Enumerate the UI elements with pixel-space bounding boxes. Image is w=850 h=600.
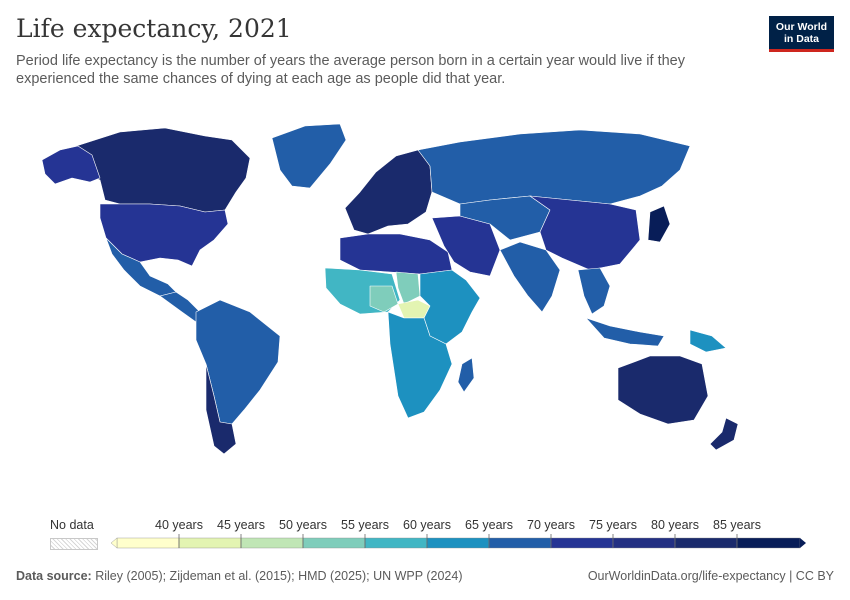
region-south-asia[interactable]: South Asia — [499, 241, 561, 313]
legend-tick-label: 80 years — [651, 518, 699, 532]
world-map: CanadaAlaskaUnited StatesGreenlandMexico… — [41, 123, 739, 455]
legend-bin[interactable] — [364, 537, 428, 549]
legend-bin[interactable] — [178, 537, 242, 549]
region-central-and-southern-africa[interactable]: Central and Southern Africa — [387, 311, 453, 419]
region-madagascar[interactable]: Madagascar — [457, 357, 475, 393]
no-data-swatch — [50, 538, 98, 550]
legend-tick-label: 55 years — [341, 518, 389, 532]
legend-tick-label: 50 years — [279, 518, 327, 532]
source-url-link[interactable]: OurWorldinData.org/life-expectancy | CC … — [587, 569, 834, 583]
region-indonesia[interactable]: Indonesia — [585, 317, 665, 347]
color-legend: No data 40 years 45 years 50 years 55 years… — [0, 510, 850, 560]
region-southeast-asia[interactable]: Southeast Asia — [577, 267, 611, 315]
data-source: Data source: Riley (2005); Zijdeman et a… — [16, 569, 463, 583]
legend-bin[interactable] — [736, 537, 801, 549]
legend-tick-label: 75 years — [589, 518, 637, 532]
region-chile[interactable]: Chile — [205, 363, 237, 455]
legend-arrow-high — [800, 538, 806, 548]
legend-tick-label: 65 years — [465, 518, 513, 532]
legend-tick-label: 45 years — [217, 518, 265, 532]
logo-line-2: in Data — [783, 33, 819, 45]
legend-scale — [110, 534, 806, 549]
legend-tick-label: 70 years — [527, 518, 575, 532]
legend-bin[interactable] — [426, 537, 490, 549]
legend-bin[interactable] — [612, 537, 676, 549]
legend-tick-label: 40 years — [155, 518, 203, 532]
legend-bin[interactable] — [550, 537, 614, 549]
region-new-zealand[interactable]: New Zealand — [709, 417, 739, 451]
region-japan[interactable]: Japan — [647, 205, 671, 243]
legend-tick-label: 85 years — [713, 518, 761, 532]
region-nigeria[interactable]: Nigeria — [369, 285, 399, 313]
legend-bin[interactable] — [488, 537, 552, 549]
no-data-label: No data — [50, 518, 94, 532]
region-alaska[interactable]: Alaska — [41, 145, 101, 185]
chart-subtitle: Period life expectancy is the number of … — [16, 53, 685, 87]
region-europe[interactable]: Europe — [344, 149, 433, 235]
data-source-label: Data source: — [16, 569, 92, 583]
legend-bin[interactable] — [240, 537, 304, 549]
region-china[interactable]: China — [529, 195, 641, 271]
region-greenland[interactable]: Greenland — [271, 123, 347, 189]
owid-logo[interactable]: Our World in Data — [769, 16, 834, 52]
legend-bin[interactable] — [674, 537, 738, 549]
chart-title: Life expectancy, 2021 — [16, 14, 292, 43]
legend-tick-label: 60 years — [403, 518, 451, 532]
data-source-text: Riley (2005); Zijdeman et al. (2015); HM… — [95, 569, 463, 583]
region-australia[interactable]: Australia — [617, 355, 709, 425]
legend-bin[interactable] — [116, 537, 180, 549]
region-north-africa[interactable]: North Africa — [339, 233, 453, 275]
region-east-africa[interactable]: East Africa — [419, 269, 481, 345]
logo-line-1: Our World — [775, 21, 828, 33]
legend-bin[interactable] — [302, 537, 366, 549]
legend-arrow-low — [110, 537, 118, 549]
region-papua-new-guinea[interactable]: Papua New Guinea — [689, 329, 727, 353]
region-russia[interactable]: Russia — [417, 129, 691, 205]
region-chad[interactable]: Chad — [395, 271, 421, 305]
